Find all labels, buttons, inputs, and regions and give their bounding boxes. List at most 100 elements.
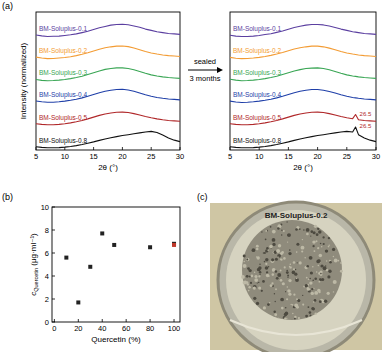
x-tick-label: 0 [52,324,56,333]
plot-area [64,231,176,304]
particle [256,302,259,305]
series-label: BM-Soluplus-0.2 [233,47,281,55]
particle [265,266,269,270]
x-tick [122,147,123,150]
x-tick-label: 10 [61,152,69,161]
y-tick-label: 2 [45,295,49,304]
particle [328,270,331,273]
x-tick-label: 30 [176,152,184,161]
particle [292,304,293,305]
scatter-point [148,245,152,249]
x-tick [36,147,37,150]
particle [257,256,260,259]
particle [318,230,321,233]
particle [257,282,258,283]
particle [306,233,309,236]
series-label: BM-Soluplus-0.8 [233,137,281,145]
particle [258,282,259,283]
x-tick [151,147,152,150]
particle [312,279,314,281]
x-tick-label: 100 [168,324,181,333]
scatter-point [112,243,116,247]
particle [292,313,294,315]
x-axis-label: 2θ (°) [98,163,118,172]
particle [253,297,256,300]
x-tick-label: 10 [255,152,263,161]
particle [334,259,338,263]
particle [318,259,321,262]
particle [340,262,342,264]
particle [248,286,250,288]
particle [278,317,279,318]
plot-frame [36,12,180,150]
particle [312,266,314,268]
series-label: BM-Soluplus-0.2 [39,47,87,55]
x-tick [174,319,175,322]
particle [259,287,261,289]
panel-label: (c) [197,192,208,202]
particle [243,264,247,268]
particle [299,261,302,264]
particle [302,295,303,296]
particle [306,265,309,268]
xrd-curve [36,24,180,36]
particle [266,247,268,249]
particle [297,262,298,263]
particle [285,312,289,316]
particle [288,293,291,296]
particle [247,283,249,285]
particle [268,275,270,277]
particle [277,273,281,277]
x-tick [346,147,347,150]
y-tick-label: 8 [45,226,49,235]
arrow-text: sealed [194,57,216,66]
x-tick-label: 15 [89,152,97,161]
particle [293,261,296,264]
xrd-curve [230,112,376,125]
y-tick [52,276,55,277]
particle [272,238,276,242]
particle [254,272,256,274]
particle [246,275,249,278]
particle [270,284,273,287]
arrow-shaft [188,70,219,71]
particle [314,225,317,228]
particle [301,250,303,252]
particle [302,304,304,306]
xrd-curve [230,24,376,36]
particle [258,266,261,269]
particle [317,247,319,249]
particle [294,273,297,276]
particle [273,311,275,313]
particle [258,275,260,277]
particle [295,228,298,231]
particle [293,268,295,270]
y-tick [52,322,55,323]
series-label: BM-Soluplus-0.5 [39,114,87,122]
particle [333,280,337,284]
particle [306,228,310,232]
particle [283,316,286,319]
particle [266,271,268,273]
particle [259,271,262,274]
particle [263,252,264,253]
particle [311,292,314,295]
particle [280,275,281,276]
particle [266,230,268,232]
particle [289,249,291,251]
particle [314,278,317,281]
x-tick [78,319,79,322]
y-tick [52,299,55,300]
series-label: BM-Soluplus-0.4 [39,91,87,99]
particle [243,261,244,262]
particle [302,239,303,240]
y-tick-label: 0 [45,318,49,327]
x-tick [126,319,127,322]
peak-annotation: 26.5 [360,111,372,117]
particle [295,278,299,282]
particle [324,300,327,303]
particle [311,307,314,310]
particle [275,258,278,261]
scatter-point [172,243,176,247]
particle [284,317,286,319]
